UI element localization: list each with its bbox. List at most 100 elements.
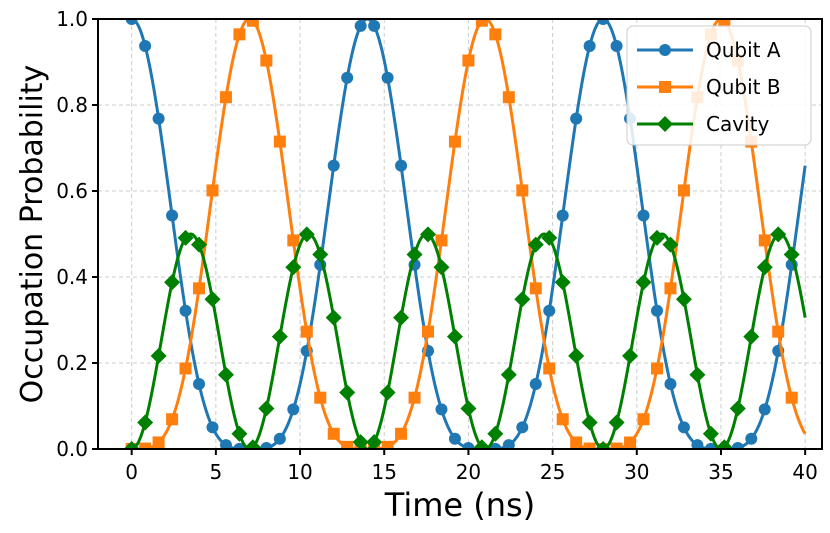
data-point-qubit-b (772, 325, 785, 338)
data-point-qubit-a (691, 439, 704, 449)
data-point-qubit-a (745, 432, 758, 445)
data-point-qubit-a (273, 432, 286, 445)
data-point-qubit-a (650, 304, 663, 317)
x-axis-label: Time (ns) (384, 486, 535, 524)
data-point-qubit-b (435, 234, 448, 247)
data-point-qubit-b (314, 391, 327, 404)
data-point-cavity (608, 414, 625, 431)
data-point-qubit-a (206, 421, 219, 434)
legend-marker-qubit-b (659, 81, 671, 93)
x-tick-label: 5 (209, 460, 222, 484)
data-point-qubit-b (381, 440, 394, 449)
series-cavity (123, 226, 807, 449)
data-point-cavity (177, 229, 194, 246)
data-point-qubit-a (327, 159, 340, 172)
data-point-qubit-b (718, 19, 731, 27)
data-point-cavity (716, 439, 733, 449)
data-point-qubit-a (139, 39, 152, 52)
data-point-qubit-b (516, 184, 529, 197)
data-point-cavity (123, 441, 140, 449)
data-point-qubit-b (758, 234, 771, 247)
data-point-qubit-a (125, 19, 138, 25)
y-tick-label: 0.6 (56, 179, 88, 203)
data-point-cavity (541, 229, 558, 246)
data-point-qubit-a (260, 441, 273, 449)
y-tick-label: 0.8 (56, 93, 88, 117)
data-point-cavity (514, 291, 531, 308)
data-point-qubit-b (624, 436, 637, 449)
data-point-cavity (406, 246, 423, 263)
data-point-qubit-b (489, 28, 502, 41)
y-tick-label: 0.4 (56, 265, 88, 289)
data-point-qubit-b (610, 442, 623, 449)
data-point-qubit-a (677, 421, 690, 434)
data-point-cavity (366, 434, 383, 449)
data-point-cavity (702, 425, 719, 442)
x-tick-label: 0 (125, 460, 138, 484)
data-point-cavity (352, 434, 369, 449)
data-point-qubit-b (650, 362, 663, 375)
data-point-qubit-b (529, 282, 542, 295)
y-tick-label: 1.0 (56, 7, 88, 31)
data-point-cavity (460, 400, 477, 417)
legend-entry-cavity: Cavity (637, 112, 769, 136)
data-point-cavity (527, 236, 544, 253)
data-point-qubit-a (556, 209, 569, 222)
data-point-cavity (648, 229, 665, 246)
data-point-qubit-a (435, 403, 448, 416)
x-tick-label: 40 (792, 460, 817, 484)
data-point-cavity (298, 226, 315, 243)
data-point-qubit-b (233, 28, 246, 41)
data-point-cavity (204, 291, 221, 308)
data-point-qubit-a (152, 112, 165, 125)
data-point-qubit-b (179, 362, 192, 375)
data-point-qubit-b (395, 427, 408, 440)
data-point-cavity (339, 384, 356, 401)
data-point-cavity (568, 347, 585, 364)
data-point-cavity (285, 259, 302, 276)
data-point-qubit-b (462, 54, 475, 67)
legend-label-cavity: Cavity (706, 112, 769, 136)
legend: Qubit A Qubit B Cavity (626, 25, 812, 146)
data-point-cavity (756, 259, 773, 276)
data-point-cavity (783, 246, 800, 263)
data-point-qubit-b (260, 54, 273, 67)
data-point-cavity (554, 274, 571, 291)
data-point-cavity (473, 439, 490, 449)
legend-entry-qubit-a: Qubit A (637, 38, 781, 62)
data-point-cavity (595, 441, 612, 449)
data-point-qubit-b (556, 413, 569, 426)
x-tick-label: 35 (708, 460, 733, 484)
legend-marker-cavity (657, 116, 673, 132)
data-point-qubit-b (677, 184, 690, 197)
data-point-qubit-b (543, 362, 556, 375)
data-point-qubit-b (152, 436, 165, 449)
x-tick-label: 20 (456, 460, 481, 484)
data-point-cavity (743, 328, 760, 345)
data-point-cavity (325, 309, 342, 326)
data-point-qubit-b (502, 91, 515, 104)
data-point-qubit-a (637, 209, 650, 222)
y-tick-label: 0.0 (56, 437, 88, 461)
legend-box (626, 25, 812, 146)
data-point-qubit-b (664, 282, 677, 295)
data-point-cavity (662, 236, 679, 253)
data-point-qubit-b (206, 184, 219, 197)
y-tick-label: 0.2 (56, 351, 88, 375)
data-point-cavity (581, 414, 598, 431)
data-point-qubit-a (381, 71, 394, 84)
data-point-cavity (622, 347, 639, 364)
data-point-cavity (635, 274, 652, 291)
data-point-qubit-a (193, 378, 206, 391)
data-point-qubit-a (543, 304, 556, 317)
data-point-cavity (379, 384, 396, 401)
data-point-qubit-b (273, 135, 286, 148)
data-point-cavity (393, 309, 410, 326)
data-point-cavity (420, 226, 437, 243)
data-point-qubit-a (583, 39, 596, 52)
data-point-qubit-b (300, 325, 313, 338)
data-point-qubit-b (422, 325, 435, 338)
legend-marker-qubit-a (659, 44, 671, 56)
data-point-qubit-b (166, 413, 179, 426)
